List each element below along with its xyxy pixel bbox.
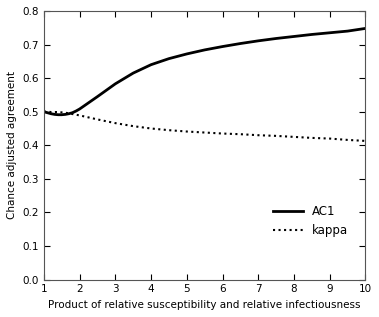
kappa — [274, 134, 279, 138]
kappa — [256, 133, 260, 137]
AC1 — [56, 113, 60, 117]
AC1 — [310, 33, 314, 36]
AC1 — [60, 113, 64, 117]
AC1 — [95, 95, 100, 99]
kappa — [77, 113, 82, 117]
kappa — [202, 131, 207, 134]
AC1 — [167, 57, 171, 61]
kappa — [60, 111, 64, 114]
AC1 — [202, 48, 207, 52]
kappa — [220, 132, 225, 135]
AC1 — [52, 113, 57, 116]
AC1 — [70, 111, 75, 115]
kappa — [363, 139, 368, 143]
kappa — [56, 110, 60, 114]
Line: AC1: AC1 — [44, 29, 365, 115]
AC1 — [256, 39, 260, 43]
kappa — [238, 132, 243, 136]
kappa — [63, 111, 67, 115]
AC1 — [63, 113, 67, 116]
AC1 — [185, 52, 189, 56]
AC1 — [238, 42, 243, 45]
kappa — [74, 113, 78, 117]
kappa — [327, 137, 332, 140]
AC1 — [220, 45, 225, 49]
AC1 — [327, 31, 332, 35]
AC1 — [67, 112, 71, 116]
AC1 — [45, 111, 50, 115]
AC1 — [113, 82, 117, 86]
AC1 — [49, 112, 53, 116]
AC1 — [77, 107, 82, 111]
AC1 — [292, 35, 296, 38]
kappa — [42, 110, 46, 113]
Y-axis label: Chance adjusted agreement: Chance adjusted agreement — [7, 71, 17, 219]
AC1 — [42, 110, 46, 113]
AC1 — [345, 29, 350, 33]
kappa — [149, 126, 153, 130]
kappa — [185, 130, 189, 133]
AC1 — [74, 109, 78, 113]
kappa — [70, 112, 75, 116]
AC1 — [131, 71, 135, 75]
kappa — [113, 121, 117, 125]
kappa — [345, 138, 350, 142]
kappa — [95, 118, 100, 121]
kappa — [167, 128, 171, 132]
Legend: AC1, kappa: AC1, kappa — [269, 200, 353, 242]
AC1 — [274, 36, 279, 40]
kappa — [67, 112, 71, 115]
kappa — [52, 110, 57, 114]
kappa — [45, 110, 50, 113]
kappa — [49, 110, 53, 114]
kappa — [292, 135, 296, 139]
AC1 — [149, 63, 153, 67]
X-axis label: Product of relative susceptibility and relative infectiousness: Product of relative susceptibility and r… — [49, 300, 361, 310]
Line: kappa: kappa — [44, 112, 365, 141]
AC1 — [363, 27, 368, 30]
kappa — [310, 136, 314, 140]
kappa — [131, 124, 135, 128]
